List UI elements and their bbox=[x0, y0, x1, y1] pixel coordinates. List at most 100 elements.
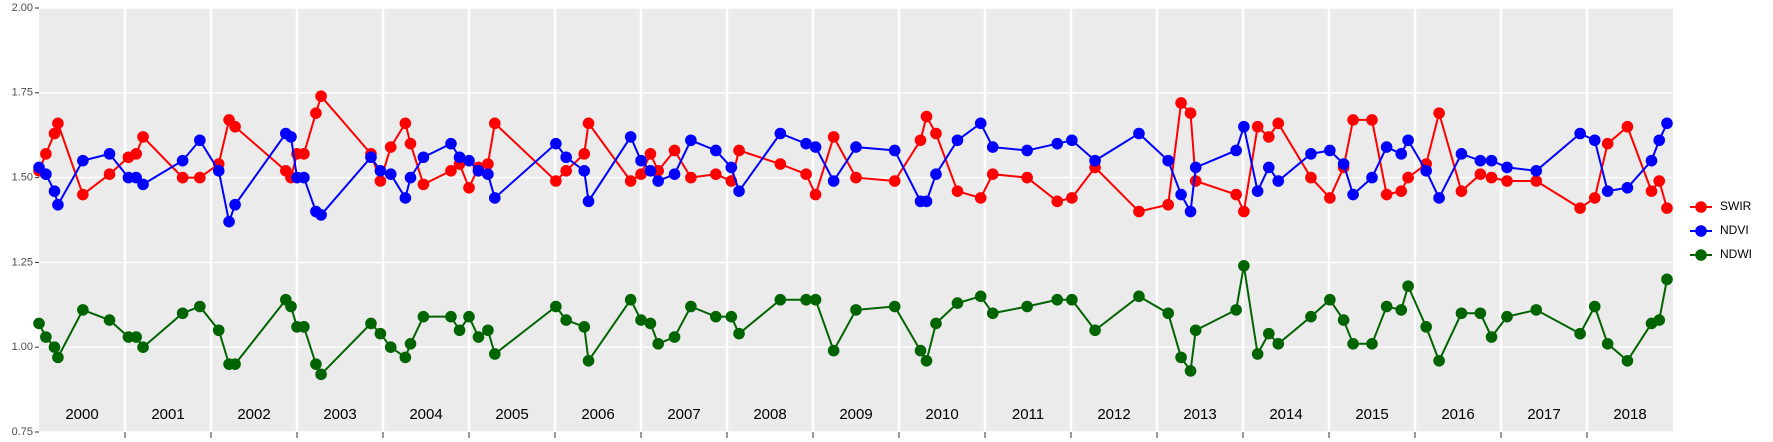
data-point bbox=[1601, 338, 1614, 350]
data-point bbox=[1021, 300, 1033, 313]
data-point bbox=[974, 117, 987, 130]
data-point bbox=[298, 171, 310, 184]
x-tick-label: 2011 bbox=[1012, 406, 1044, 423]
data-point bbox=[1645, 154, 1658, 167]
data-point bbox=[33, 317, 45, 330]
data-point bbox=[1485, 154, 1498, 167]
data-point bbox=[1433, 354, 1445, 367]
data-point bbox=[1485, 171, 1498, 184]
data-point bbox=[1661, 202, 1673, 214]
data-point bbox=[77, 154, 89, 167]
data-point bbox=[1588, 300, 1601, 313]
data-point bbox=[920, 195, 933, 208]
data-point bbox=[1324, 192, 1336, 204]
data-point bbox=[1433, 192, 1445, 204]
data-point bbox=[315, 90, 327, 102]
data-point bbox=[1347, 114, 1359, 126]
data-point bbox=[1263, 161, 1275, 174]
data-point bbox=[1395, 148, 1408, 160]
data-point bbox=[1574, 327, 1586, 340]
data-point bbox=[404, 338, 417, 350]
data-point bbox=[1184, 107, 1197, 119]
data-point bbox=[1380, 141, 1393, 153]
data-point bbox=[725, 310, 738, 323]
data-point bbox=[1066, 134, 1078, 147]
data-point bbox=[417, 310, 430, 323]
data-point bbox=[463, 310, 475, 323]
data-point bbox=[463, 181, 475, 194]
data-point bbox=[1574, 202, 1586, 214]
data-point bbox=[578, 165, 591, 177]
data-point bbox=[685, 171, 697, 184]
data-point bbox=[850, 171, 862, 184]
data-point bbox=[1051, 293, 1064, 306]
data-point bbox=[374, 327, 387, 340]
data-point bbox=[1133, 127, 1145, 140]
data-point bbox=[986, 307, 999, 320]
y-tick-label: 2.00 bbox=[12, 2, 33, 14]
data-point bbox=[1251, 348, 1264, 360]
data-point bbox=[725, 161, 738, 174]
x-tick-label: 2004 bbox=[409, 406, 442, 423]
data-point bbox=[374, 165, 387, 177]
data-point bbox=[914, 344, 927, 357]
data-point bbox=[40, 168, 52, 181]
data-point bbox=[1574, 127, 1586, 140]
x-tick-label: 2005 bbox=[495, 406, 528, 423]
data-point bbox=[130, 331, 142, 343]
data-point bbox=[229, 358, 241, 370]
data-point bbox=[685, 300, 697, 313]
data-point bbox=[453, 151, 466, 164]
data-point bbox=[1175, 188, 1187, 201]
data-point bbox=[1324, 293, 1336, 306]
data-point bbox=[472, 331, 485, 343]
data-point bbox=[888, 144, 901, 157]
data-point bbox=[1021, 144, 1033, 157]
x-tick-label: 2017 bbox=[1527, 406, 1560, 423]
data-point bbox=[1347, 188, 1359, 201]
data-point bbox=[1251, 185, 1264, 197]
data-point bbox=[1238, 120, 1250, 133]
legend-label: NDVI bbox=[1720, 223, 1749, 237]
data-point bbox=[920, 354, 933, 367]
data-point bbox=[40, 148, 52, 160]
data-point bbox=[1366, 338, 1378, 350]
data-point bbox=[285, 300, 297, 313]
data-point bbox=[1645, 185, 1658, 197]
data-point bbox=[652, 338, 664, 350]
x-tick-label: 2013 bbox=[1183, 406, 1216, 423]
data-point bbox=[550, 137, 562, 150]
data-point bbox=[417, 178, 430, 191]
data-point bbox=[194, 171, 206, 184]
data-point bbox=[888, 300, 901, 313]
data-point bbox=[1621, 354, 1634, 367]
data-point bbox=[710, 168, 722, 181]
data-point bbox=[1661, 117, 1673, 130]
data-point bbox=[103, 314, 116, 326]
data-point bbox=[951, 134, 964, 147]
data-point bbox=[1366, 114, 1378, 126]
data-point bbox=[1395, 304, 1408, 316]
data-point bbox=[1501, 310, 1513, 323]
data-point bbox=[1324, 144, 1336, 157]
data-point bbox=[850, 304, 862, 316]
x-tick-label: 2015 bbox=[1355, 406, 1388, 423]
data-point bbox=[1184, 365, 1197, 377]
data-point bbox=[453, 324, 466, 337]
data-point bbox=[1455, 185, 1468, 197]
data-point bbox=[1051, 137, 1064, 150]
data-point bbox=[489, 117, 501, 130]
data-point bbox=[1380, 300, 1393, 313]
data-point bbox=[1588, 192, 1601, 204]
data-point bbox=[635, 168, 647, 181]
data-point bbox=[1530, 304, 1543, 316]
data-point bbox=[1653, 314, 1666, 326]
legend-key bbox=[1695, 249, 1707, 261]
data-point bbox=[176, 154, 189, 167]
data-point bbox=[827, 344, 840, 357]
data-point bbox=[463, 154, 475, 167]
data-point bbox=[809, 293, 822, 306]
data-point bbox=[482, 158, 494, 170]
x-tick-label: 2003 bbox=[323, 406, 356, 423]
data-point bbox=[710, 144, 722, 157]
